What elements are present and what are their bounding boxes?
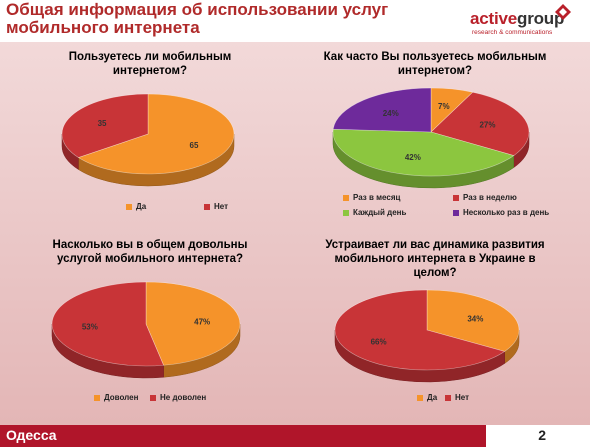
data-label: 7% (438, 102, 450, 111)
pie-slice (334, 289, 506, 371)
data-label: 47% (194, 318, 210, 327)
logo-diamond-icon (555, 4, 571, 20)
logo-group-text: group (517, 9, 565, 28)
logo-wordmark: activegroup (470, 9, 564, 29)
legend-swatch (453, 194, 459, 201)
pie-slice (430, 91, 530, 156)
legend-label: Раз в неделю (463, 193, 517, 202)
data-label: 35 (98, 119, 107, 128)
legend-item: Не доволен (150, 393, 206, 402)
legend-item: Несколько раз в день (453, 208, 549, 217)
chart-frequency: Как часто Вы пользуетесь мобильным интер… (295, 42, 590, 232)
chart-title: Устраивает ли вас динамика развития моби… (325, 239, 545, 279)
chart-dynamics: Устраивает ли вас динамика развития моби… (295, 232, 590, 425)
legend-label: Нет (214, 202, 229, 211)
legend-item: Доволен (94, 393, 138, 402)
chart-satisfaction: Насколько вы в общем довольны услугой мо… (0, 232, 295, 425)
chart-legend: Да Нет (0, 202, 295, 216)
chart-legend: Да Нет (295, 393, 590, 407)
legend-label: Каждый день (353, 208, 407, 217)
pie-slice (332, 128, 515, 177)
legend-label: Несколько раз в день (463, 208, 550, 217)
legend-label: Не доволен (160, 393, 207, 402)
legend-swatch (150, 394, 156, 401)
legend-label: Доволен (104, 393, 139, 402)
legend-label: Да (136, 202, 147, 211)
legend-item: Раз в месяц (343, 193, 400, 202)
legend-swatch (94, 394, 100, 401)
legend-swatch (204, 203, 210, 210)
legend-label: Нет (455, 393, 470, 402)
data-label: 27% (479, 121, 495, 130)
activegroup-logo: activegroup research & communications (470, 4, 580, 39)
legend-swatch (453, 209, 459, 216)
chart-title: Насколько вы в общем довольны услугой мо… (52, 239, 248, 265)
pie-slice (51, 281, 165, 367)
data-label: 34% (467, 314, 483, 323)
pie-slice (332, 87, 432, 133)
page-title: Общая информация об использовании услуг … (6, 0, 389, 37)
legend-label: Раз в месяц (353, 193, 401, 202)
data-label: 65 (190, 141, 199, 150)
legend-label: Да (427, 393, 438, 402)
legend-swatch (417, 394, 423, 401)
legend-swatch (445, 394, 451, 401)
data-label: 66% (371, 338, 387, 347)
pie-slice (61, 93, 149, 158)
data-label: 42% (405, 153, 421, 162)
pie-chart: 65 35 (61, 93, 235, 187)
chart-title: Пользуетесь ли мобильным интернетом? (68, 51, 232, 77)
logo-active-text: active (470, 9, 518, 28)
legend-item: Нет (445, 393, 469, 402)
pie-chart: 7% 27% 42% 24% (332, 87, 530, 189)
chart-title: Как часто Вы пользуетесь мобильным интер… (323, 51, 547, 77)
data-label: 24% (383, 109, 399, 118)
legend-item: Да (126, 202, 146, 211)
pie-chart: 34% 66% (334, 289, 520, 383)
chart-usage: Пользуетесь ли мобильным интернетом? 65 3… (0, 42, 295, 232)
footer-bar: Одесса 2 (0, 425, 590, 447)
page-number-box (486, 425, 590, 447)
pie-slice (77, 93, 235, 175)
pie-slice (145, 281, 241, 366)
legend-swatch (343, 194, 349, 201)
header: Общая информация об использовании услуг … (0, 0, 590, 42)
pie-chart: 47% 53% (51, 281, 241, 379)
page-number: 2 (538, 427, 546, 443)
chart-legend: Доволен Не доволен (0, 393, 295, 407)
legend-item: Нет (204, 202, 228, 211)
data-label: 53% (82, 322, 98, 331)
logo-tagline: research & communications (472, 29, 553, 36)
legend-swatch (126, 203, 132, 210)
legend-item: Раз в неделю (453, 193, 517, 202)
legend-item: Да (417, 393, 437, 402)
footer-city: Одесса (6, 427, 57, 443)
legend-item: Каждый день (343, 208, 406, 217)
legend-swatch (343, 209, 349, 216)
chart-legend: Раз в месяц Раз в неделю Каждый день Нес… (295, 193, 590, 223)
